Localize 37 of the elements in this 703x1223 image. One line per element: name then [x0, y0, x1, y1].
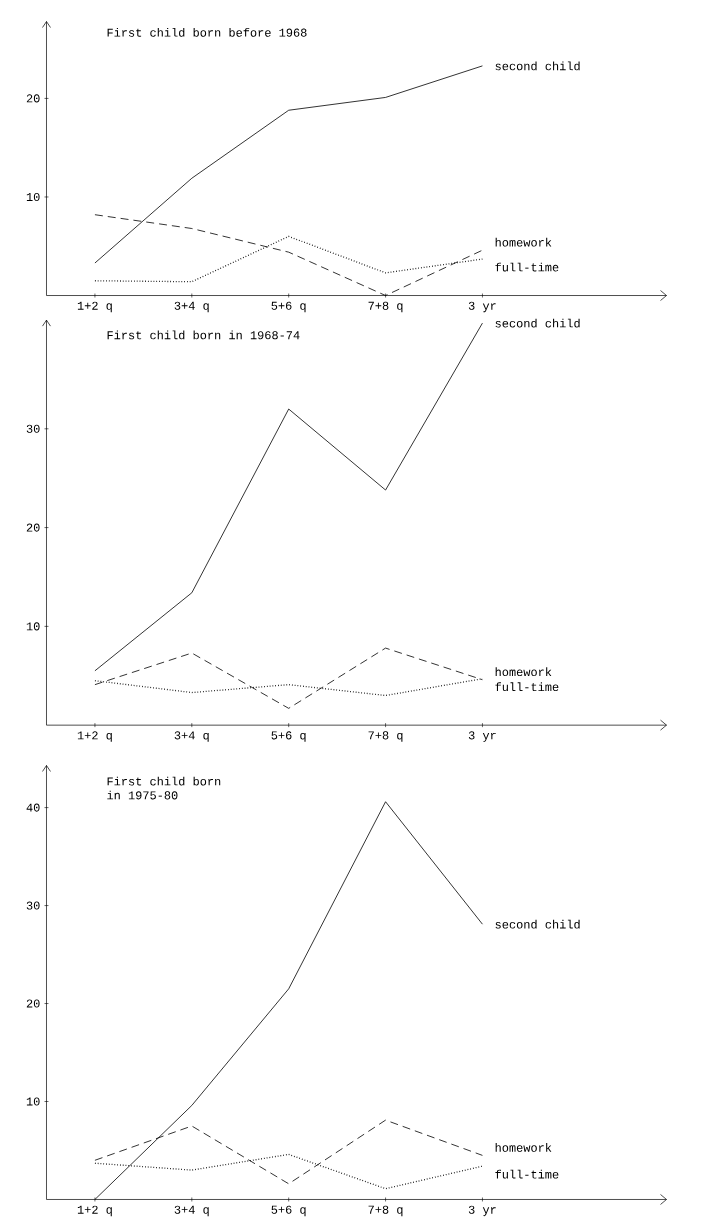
series-label: homework: [495, 667, 552, 677]
y-tick-label: 40: [26, 803, 40, 812]
text: First child born: [107, 776, 221, 786]
x-tick-label: 3 yr: [468, 731, 496, 742]
y-tick-label: 10: [26, 1097, 40, 1106]
x-tick-label: 3+4 q: [174, 1205, 209, 1217]
x-tick-label: 5+6 q: [271, 731, 306, 742]
x-tick-label: 3+4 q: [174, 301, 209, 313]
series-label: full-time: [495, 1169, 559, 1179]
x-tick-label: 7+8 q: [368, 301, 403, 313]
x-tick-label: 7+8 q: [368, 731, 403, 742]
series-label: second child: [495, 919, 580, 929]
x-tick-label: 7+8 q: [368, 1205, 403, 1217]
series-label: homework: [495, 237, 552, 247]
chart-title: First child born before 1968: [107, 27, 307, 37]
series-label: full-time: [495, 262, 559, 272]
x-tick-label: 3+4 q: [174, 731, 209, 742]
y-tick-label: 20: [26, 999, 40, 1008]
x-tick-label: 3 yr: [468, 301, 496, 313]
series-label: second child: [495, 61, 580, 71]
x-tick-label: 1+2 q: [77, 301, 112, 313]
y-tick-label: 10: [26, 622, 40, 631]
text: First child born in 1968-74: [107, 330, 300, 340]
x-tick-label: 5+6 q: [271, 1205, 306, 1217]
series-label: homework: [495, 1143, 552, 1152]
x-tick-label: 1+2 q: [77, 731, 112, 742]
x-tick-label: 3 yr: [468, 1205, 496, 1217]
y-tick-label: 20: [26, 94, 40, 103]
y-tick-label: 30: [26, 901, 40, 910]
x-tick-label: 1+2 q: [77, 1205, 112, 1217]
series-label: second child: [495, 318, 580, 328]
x-tick-label: 5+6 q: [271, 301, 306, 313]
text: in 1975-80: [107, 790, 178, 800]
y-tick-label: 20: [26, 523, 40, 532]
y-tick-label: 10: [26, 192, 40, 202]
y-tick-label: 30: [26, 424, 40, 433]
series-label: full-time: [495, 682, 559, 692]
